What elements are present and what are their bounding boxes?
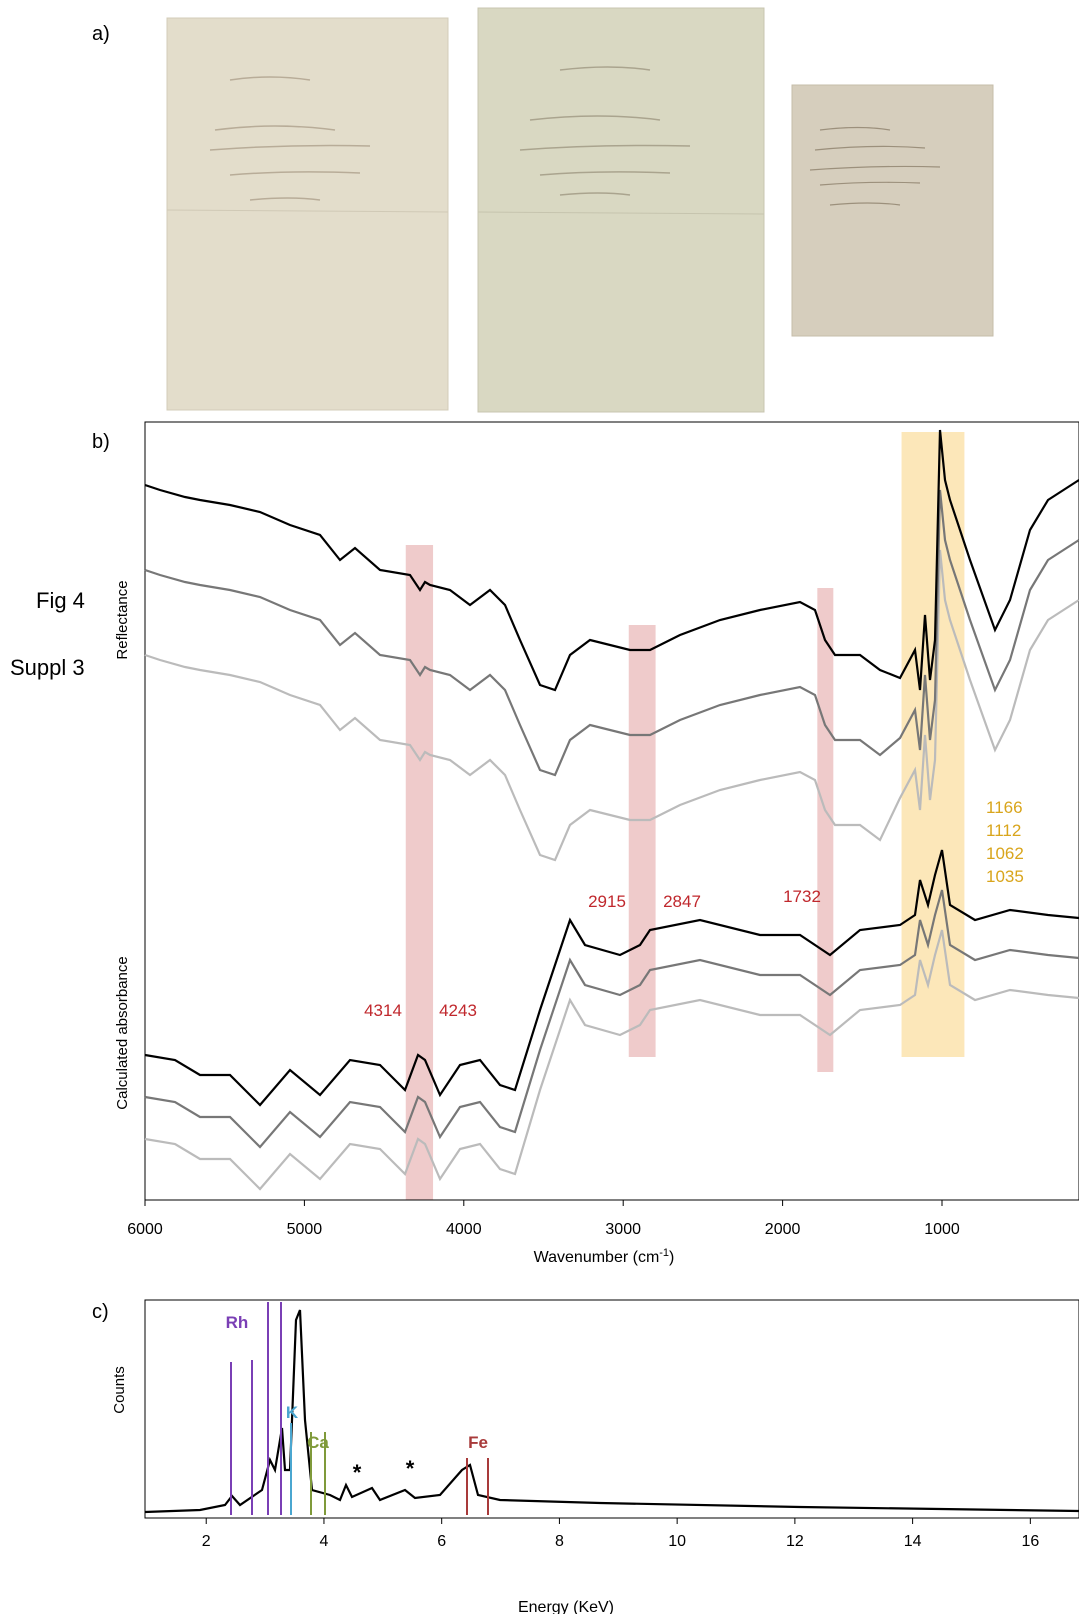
panel-label: b): [92, 431, 110, 453]
x-axis-label: Wavenumber (cm-1): [534, 1247, 675, 1266]
x-tick-label: 12: [786, 1533, 804, 1550]
x-tick-label: 10: [668, 1533, 686, 1550]
highlight-band: [628, 625, 656, 1057]
photo: [166, 17, 449, 411]
y-axis-label: Reflectance: [114, 580, 131, 659]
photo: [791, 84, 994, 337]
highlight-band: [405, 545, 434, 1200]
element-label: Ca: [307, 1433, 329, 1452]
reflectance-curve: [144, 489, 1079, 777]
peak-label: 4243: [439, 1001, 477, 1020]
peak-label: 1112: [986, 821, 1021, 840]
peak-label: 4314: [364, 1001, 402, 1020]
x-tick-label: 14: [904, 1533, 922, 1550]
axes-frame: [144, 1299, 1079, 1519]
peak-label: 2847: [663, 892, 701, 911]
peak-label: 1035: [986, 867, 1024, 886]
y-axis-label: Calculated absorbance: [114, 956, 131, 1109]
side-label: Fig 4: [36, 588, 85, 613]
element-label: Rh: [226, 1313, 249, 1332]
absorbance-curve: [144, 929, 1079, 1191]
x-axis-label-text: Wavenumber (cm: [534, 1249, 660, 1266]
peak-label: 1732: [783, 887, 821, 906]
absorbance-curve: [144, 849, 1079, 1107]
marker: *: [353, 1460, 362, 1485]
element-label: K: [286, 1403, 299, 1422]
x-axis-label: Energy (KeV): [518, 1599, 614, 1614]
panel-label: c): [92, 1301, 109, 1323]
highlight-band: [901, 432, 965, 1057]
peak-label: 1166: [986, 798, 1023, 817]
x-tick-label: 16: [1021, 1533, 1039, 1550]
axes-frame: [144, 421, 1079, 1201]
reflectance-curve: [144, 549, 1079, 862]
panel-label: a): [92, 23, 110, 45]
x-tick-label: 4000: [446, 1221, 482, 1238]
reflectance-curve: [144, 429, 1079, 692]
photo: [477, 7, 765, 413]
xrf-spectrum: [144, 1309, 1079, 1514]
x-tick-label: 2: [202, 1533, 211, 1550]
x-tick-label: 5000: [287, 1221, 323, 1238]
x-axis-label-end: ): [669, 1249, 674, 1266]
absorbance-curve: [144, 889, 1079, 1149]
x-tick-label: 3000: [605, 1221, 641, 1238]
x-tick-label: 8: [555, 1533, 564, 1550]
peak-label: 1062: [986, 844, 1024, 863]
side-label: Suppl 3: [10, 655, 85, 680]
y-axis-label: Counts: [111, 1366, 128, 1414]
x-tick-label: 6: [437, 1533, 446, 1550]
peak-label: 2915: [588, 892, 626, 911]
x-tick-label: 4: [319, 1533, 328, 1550]
highlight-band: [817, 588, 834, 1072]
x-tick-label: 2000: [765, 1221, 801, 1238]
x-axis-label-sup: -1: [659, 1247, 669, 1259]
x-tick-label: 6000: [127, 1221, 163, 1238]
x-tick-label: 1000: [924, 1221, 960, 1238]
element-label: Fe: [468, 1433, 488, 1452]
marker: *: [406, 1456, 415, 1481]
